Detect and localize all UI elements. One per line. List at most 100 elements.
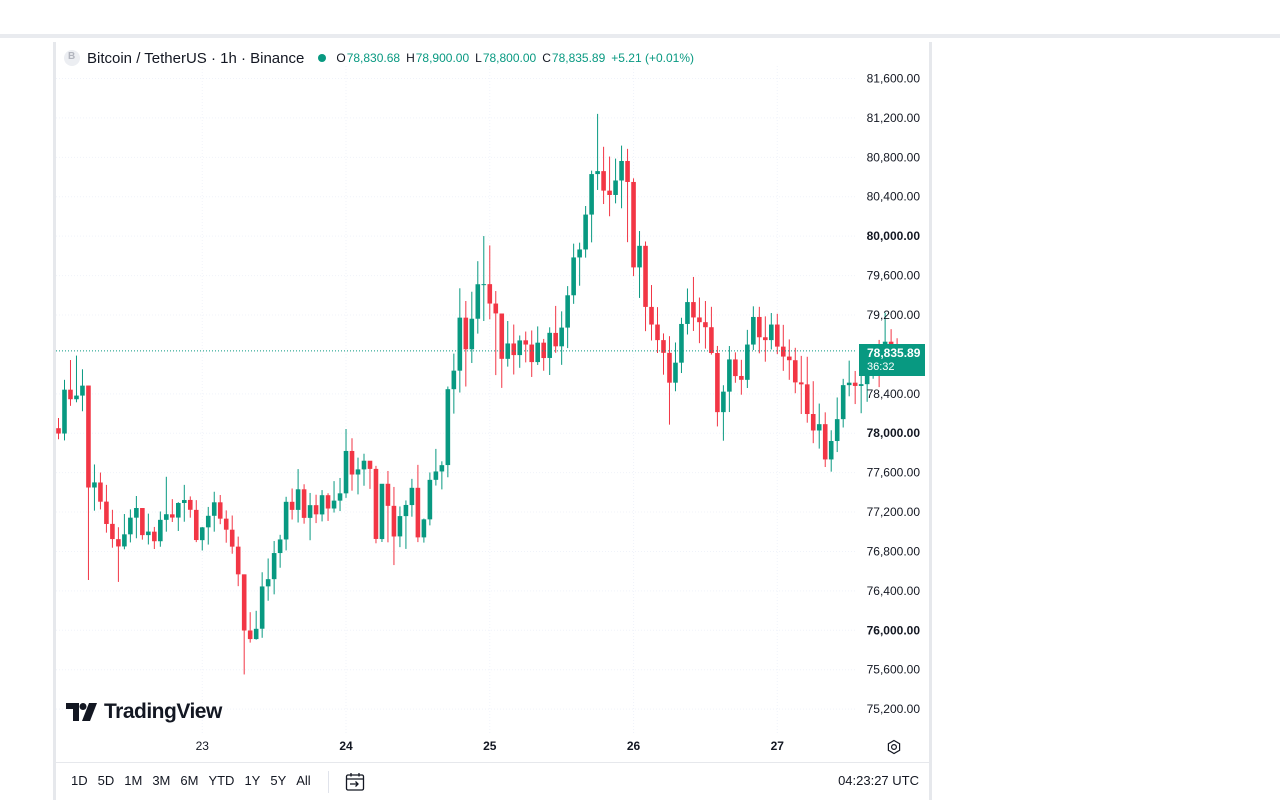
candle-body <box>577 249 582 258</box>
candle <box>733 352 738 383</box>
candle-body <box>757 316 762 338</box>
candle <box>277 534 283 568</box>
period-all[interactable]: All <box>296 773 311 788</box>
candle <box>403 500 409 549</box>
market-open-dot-icon <box>318 54 327 62</box>
candle <box>517 335 523 368</box>
candle-body <box>565 295 570 328</box>
candle-body <box>822 424 828 460</box>
candle-body <box>655 324 660 341</box>
period-ytd[interactable]: YTD <box>208 773 235 788</box>
candle <box>104 484 109 533</box>
candle-body <box>715 353 720 413</box>
candle-body <box>211 502 217 516</box>
candle <box>763 316 768 362</box>
price-tick-label: 79,200.00 <box>867 308 921 322</box>
time-tick-label: 23 <box>196 739 210 753</box>
candle-body <box>271 553 277 580</box>
candle <box>607 156 612 217</box>
candle-body <box>152 531 157 542</box>
candle-body <box>313 505 319 515</box>
candle <box>355 457 361 495</box>
candle-body <box>355 469 361 475</box>
candle <box>241 574 247 675</box>
utc-clock[interactable]: 04:23:27 UTC <box>838 773 919 788</box>
candle-body <box>289 501 295 510</box>
candle-body <box>301 489 307 518</box>
candle-body <box>307 505 313 518</box>
candle-body <box>199 527 205 541</box>
candle <box>86 385 91 581</box>
candle-body <box>277 539 283 554</box>
candle <box>828 430 834 472</box>
period-1d[interactable]: 1D <box>71 773 88 788</box>
candle-body <box>68 389 73 400</box>
candle-body <box>134 508 139 518</box>
candle <box>283 496 289 551</box>
price-tick-label: 76,800.00 <box>867 544 921 558</box>
period-3m[interactable]: 3M <box>152 773 171 788</box>
symbol-title[interactable]: Bitcoin / TetherUS · 1h · Binance <box>87 49 305 67</box>
candle <box>451 353 457 414</box>
candle <box>343 428 349 498</box>
candle <box>529 330 535 377</box>
candle-body <box>703 322 708 328</box>
candle <box>775 313 780 355</box>
candle-body <box>116 539 121 547</box>
candle <box>553 305 558 353</box>
candle <box>745 329 750 389</box>
candle <box>637 231 642 298</box>
toolbar-separator <box>328 771 329 793</box>
candle <box>199 526 205 551</box>
time-tick-label: 24 <box>339 739 353 753</box>
candle-body <box>331 500 337 509</box>
candle-body <box>583 214 588 250</box>
candle-body <box>517 340 523 356</box>
calendar-goto-icon[interactable] <box>344 771 366 793</box>
price-tick-label: 80,800.00 <box>867 150 921 164</box>
candle-body <box>798 382 804 385</box>
candle <box>673 342 678 392</box>
period-5y[interactable]: 5Y <box>270 773 287 788</box>
candle-body <box>170 514 175 518</box>
candle <box>337 477 343 512</box>
low-value: 78,800.00 <box>482 51 537 65</box>
bottom-toolbar: 1D 5D 1M 3M 6M YTD 1Y 5Y All 04:23:27 UT… <box>56 762 929 800</box>
candle <box>128 509 133 543</box>
candle <box>631 178 636 277</box>
period-6m[interactable]: 6M <box>180 773 199 788</box>
candle <box>757 306 762 354</box>
candle <box>307 492 313 541</box>
price-tick-label: 75,200.00 <box>867 702 921 716</box>
candle <box>834 397 840 453</box>
candle-body <box>780 346 786 357</box>
price-tick-label: 81,200.00 <box>867 111 921 125</box>
candle <box>379 483 385 543</box>
candle <box>697 297 702 344</box>
candle-body <box>373 468 379 539</box>
candle-body <box>343 450 349 494</box>
period-1m[interactable]: 1M <box>124 773 143 788</box>
candle <box>253 610 259 640</box>
bar-countdown: 36:32 <box>867 361 895 373</box>
candle <box>786 339 792 380</box>
candle <box>661 333 666 375</box>
candle <box>589 170 594 243</box>
candle <box>463 300 469 387</box>
candle-body <box>733 359 738 377</box>
period-5d[interactable]: 5D <box>97 773 115 788</box>
candle-body <box>397 516 403 537</box>
period-1y[interactable]: 1Y <box>244 773 261 788</box>
candle <box>565 286 570 349</box>
candle <box>187 496 193 518</box>
candle <box>385 470 391 543</box>
candle-body <box>858 384 864 386</box>
candle <box>235 536 241 587</box>
chart-settings-icon[interactable] <box>886 739 902 755</box>
candle <box>595 113 600 190</box>
tradingview-logo[interactable]: TradingView <box>66 700 222 724</box>
candle <box>68 360 73 406</box>
candle-body <box>481 284 487 286</box>
candle-body <box>217 502 223 519</box>
